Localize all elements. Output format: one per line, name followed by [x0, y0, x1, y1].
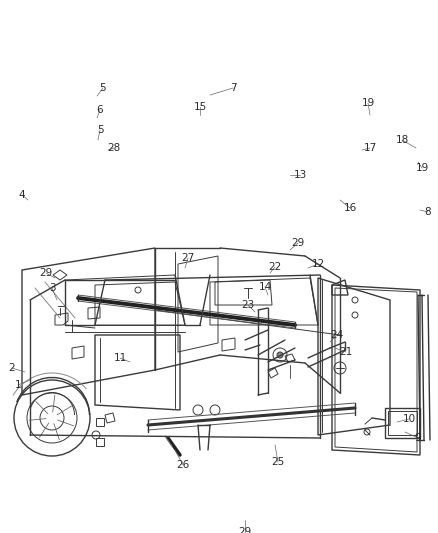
Text: 15: 15	[193, 102, 207, 112]
Text: 24: 24	[330, 330, 344, 340]
Text: 2: 2	[9, 363, 15, 373]
Text: 7: 7	[230, 83, 237, 93]
Text: 17: 17	[364, 143, 377, 153]
Text: 11: 11	[113, 353, 127, 363]
Text: 5: 5	[100, 83, 106, 93]
Text: 23: 23	[241, 300, 254, 310]
Text: 12: 12	[311, 259, 325, 269]
Text: 28: 28	[107, 143, 120, 153]
Text: 5: 5	[97, 125, 103, 135]
Text: 18: 18	[396, 135, 409, 145]
Text: 21: 21	[339, 347, 353, 357]
Text: 6: 6	[97, 105, 103, 115]
Text: 8: 8	[425, 207, 431, 217]
Text: 26: 26	[177, 460, 190, 470]
Text: 1: 1	[15, 380, 21, 390]
Text: 10: 10	[403, 414, 416, 424]
Text: 25: 25	[272, 457, 285, 467]
Text: 29: 29	[291, 238, 304, 248]
Text: 22: 22	[268, 262, 282, 272]
Circle shape	[277, 352, 283, 358]
Text: 9: 9	[415, 433, 421, 443]
Text: 3: 3	[49, 283, 55, 293]
Text: 29: 29	[39, 268, 53, 278]
Text: 16: 16	[343, 203, 357, 213]
Text: 27: 27	[181, 253, 194, 263]
Text: 19: 19	[415, 163, 429, 173]
Text: 19: 19	[361, 98, 374, 108]
Text: 14: 14	[258, 282, 272, 292]
Text: 29: 29	[238, 527, 251, 533]
Text: 4: 4	[19, 190, 25, 200]
Text: 13: 13	[293, 170, 307, 180]
